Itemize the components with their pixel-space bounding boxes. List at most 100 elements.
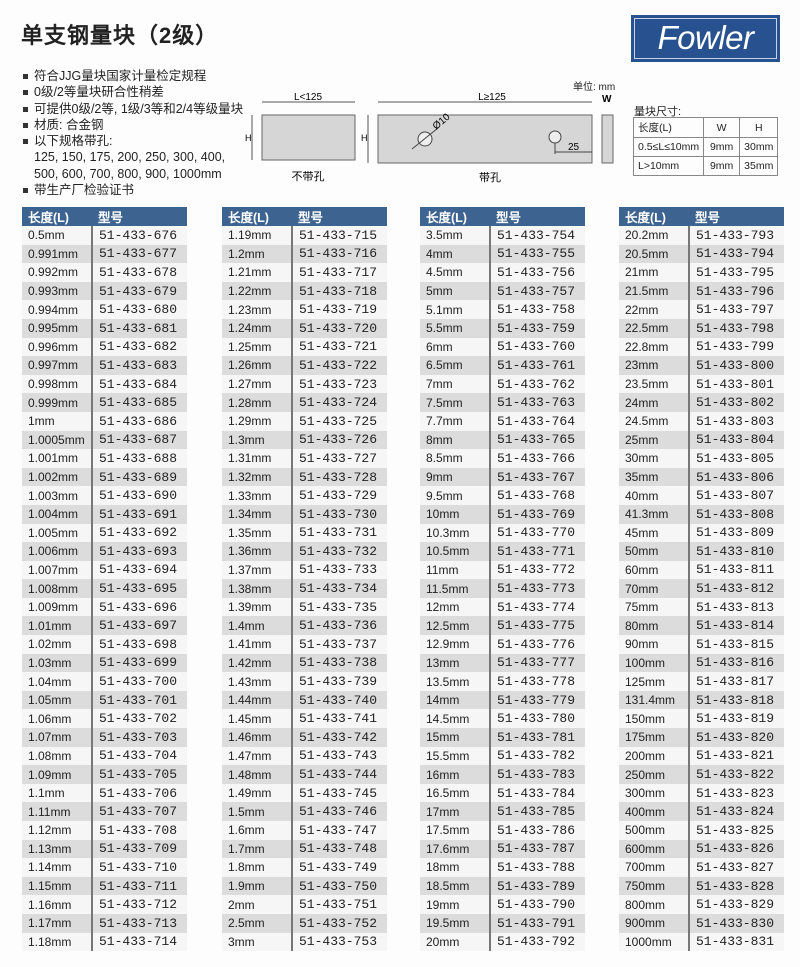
table-row: 150mm 51-433-819 [619,709,784,729]
table-row: 300mm 51-433-823 [619,783,784,803]
model-cell: 51-433-728 [291,467,387,487]
length-cell: 1.1mm [22,783,92,803]
length-cell: 15.5mm [420,746,490,766]
table-row: 1.06mm 51-433-702 [22,709,187,729]
table-row: 1.19mm 51-433-715 [222,226,387,245]
model-cell: 51-433-821 [688,746,784,766]
table-row: 45mm 51-433-809 [619,523,784,543]
model-cell: 51-433-710 [91,858,187,877]
model-cell: 51-433-781 [489,728,585,747]
table-row: 1.14mm 51-433-710 [22,858,187,877]
model-cell: 51-433-773 [489,579,585,598]
length-cell: 500mm [619,821,689,840]
length-cell: 22.8mm [619,337,689,357]
model-cell: 51-433-826 [688,839,784,859]
width-label: W [602,94,612,105]
table-header: 长度(L) 型号 [222,207,387,226]
table-row: 18.5mm 51-433-789 [420,876,585,896]
model-cell: 51-433-744 [291,765,387,784]
length-cell: 1.04mm [22,672,92,691]
length-cell: 21mm [619,263,689,282]
length-cell: 800mm [619,895,689,914]
table-row: 800mm 51-433-829 [619,895,784,914]
table-row: 1.39mm 51-433-735 [222,597,387,617]
model-cell: 51-433-749 [291,858,387,877]
model-cell: 51-433-678 [91,263,187,282]
length-cell: 1.31mm [222,449,292,468]
table-row: 10.5mm 51-433-771 [420,542,585,561]
length-cell: 600mm [619,839,689,859]
table-row: 90mm 51-433-815 [619,635,784,654]
model-cell: 51-433-758 [489,300,585,319]
model-cell: 51-433-711 [91,876,187,896]
table-row: 20.2mm 51-433-793 [619,226,784,245]
table-row: 3mm 51-433-753 [222,932,387,952]
length-cell: 1.23mm [222,300,292,319]
length-cell: 1.47mm [222,746,292,766]
table-row: 1.009mm 51-433-696 [22,597,187,617]
table-row: 900mm 51-433-830 [619,913,784,933]
height-label: H [245,133,252,143]
feature-item: 0级/2等量块研合性稍差 [22,84,243,100]
model-cell: 51-433-713 [91,913,187,933]
product-table: 长度(L) 型号 20.2mm 51-433-793 20.5mm 51-433-794 2… [619,207,784,952]
length-cell: 125mm [619,672,689,691]
length-cell: 5mm [420,281,490,301]
model-cell: 51-433-771 [489,542,585,561]
model-cell: 51-433-754 [489,226,585,245]
length-cell: 17mm [420,802,490,821]
table-row: 13.5mm 51-433-778 [420,672,585,691]
model-cell: 51-433-731 [291,523,387,543]
right-caption: 带孔 [479,171,501,184]
model-cell: 51-433-802 [688,393,784,412]
feature-item: 符合JJG量块国家计量检定规程 [22,68,243,84]
length-cell: 1.28mm [222,393,292,412]
table-row: 22mm 51-433-797 [619,300,784,319]
table-row: 1.04mm 51-433-700 [22,672,187,691]
length-cell: 23mm [619,356,689,375]
block-without-hole [261,114,356,161]
length-cell: 1.007mm [22,560,92,580]
table-row: 12.5mm 51-433-775 [420,616,585,636]
table-row: 1000mm 51-433-831 [619,932,784,952]
length-cell: 1.0005mm [22,430,92,450]
table-row: 1.02mm 51-433-698 [22,635,187,654]
table-row: 1.43mm 51-433-739 [222,672,387,691]
length-cell: 1.43mm [222,672,292,691]
length-cell: 8mm [420,430,490,450]
table-row: 1.09mm 51-433-705 [22,765,187,784]
model-cell: 51-433-830 [688,913,784,933]
table-row: 4mm 51-433-755 [420,244,585,264]
model-cell: 51-433-687 [91,430,187,450]
length-cell: 100mm [619,653,689,673]
length-cell: 750mm [619,876,689,896]
length-cell: 18.5mm [420,876,490,896]
length-cell: 1.5mm [222,802,292,821]
length-cell: 1.9mm [222,876,292,896]
unit-label: 单位: mm [573,82,616,93]
length-cell: 1.6mm [222,821,292,840]
table-row: 41.3mm 51-433-808 [619,504,784,524]
model-cell: 51-433-772 [489,560,585,580]
model-cell: 51-433-813 [688,597,784,617]
model-cell: 51-433-807 [688,486,784,505]
table-row: 17.5mm 51-433-786 [420,821,585,840]
model-cell: 51-433-798 [688,318,784,338]
length-cell: 8.5mm [420,449,490,468]
length-cell: 16.5mm [420,783,490,803]
length-cell: 3mm [222,932,292,952]
length-cell: 1.07mm [22,728,92,747]
length-cell: 1.05mm [22,690,92,710]
model-cell: 51-433-768 [489,486,585,505]
length-cell: 1.48mm [222,765,292,784]
length-cell: 1.15mm [22,876,92,896]
model-cell: 51-433-734 [291,579,387,598]
table-row: 1.13mm 51-433-709 [22,839,187,859]
feature-item: 500, 600, 700, 800, 900, 1000mm [34,166,222,181]
table-row: 11.5mm 51-433-773 [420,579,585,598]
model-cell: 51-433-698 [91,635,187,654]
length-cell: 0.996mm [22,337,92,357]
length-cell: 18mm [420,858,490,877]
length-cell: 400mm [619,802,689,821]
length-cell: 0.995mm [22,318,92,338]
